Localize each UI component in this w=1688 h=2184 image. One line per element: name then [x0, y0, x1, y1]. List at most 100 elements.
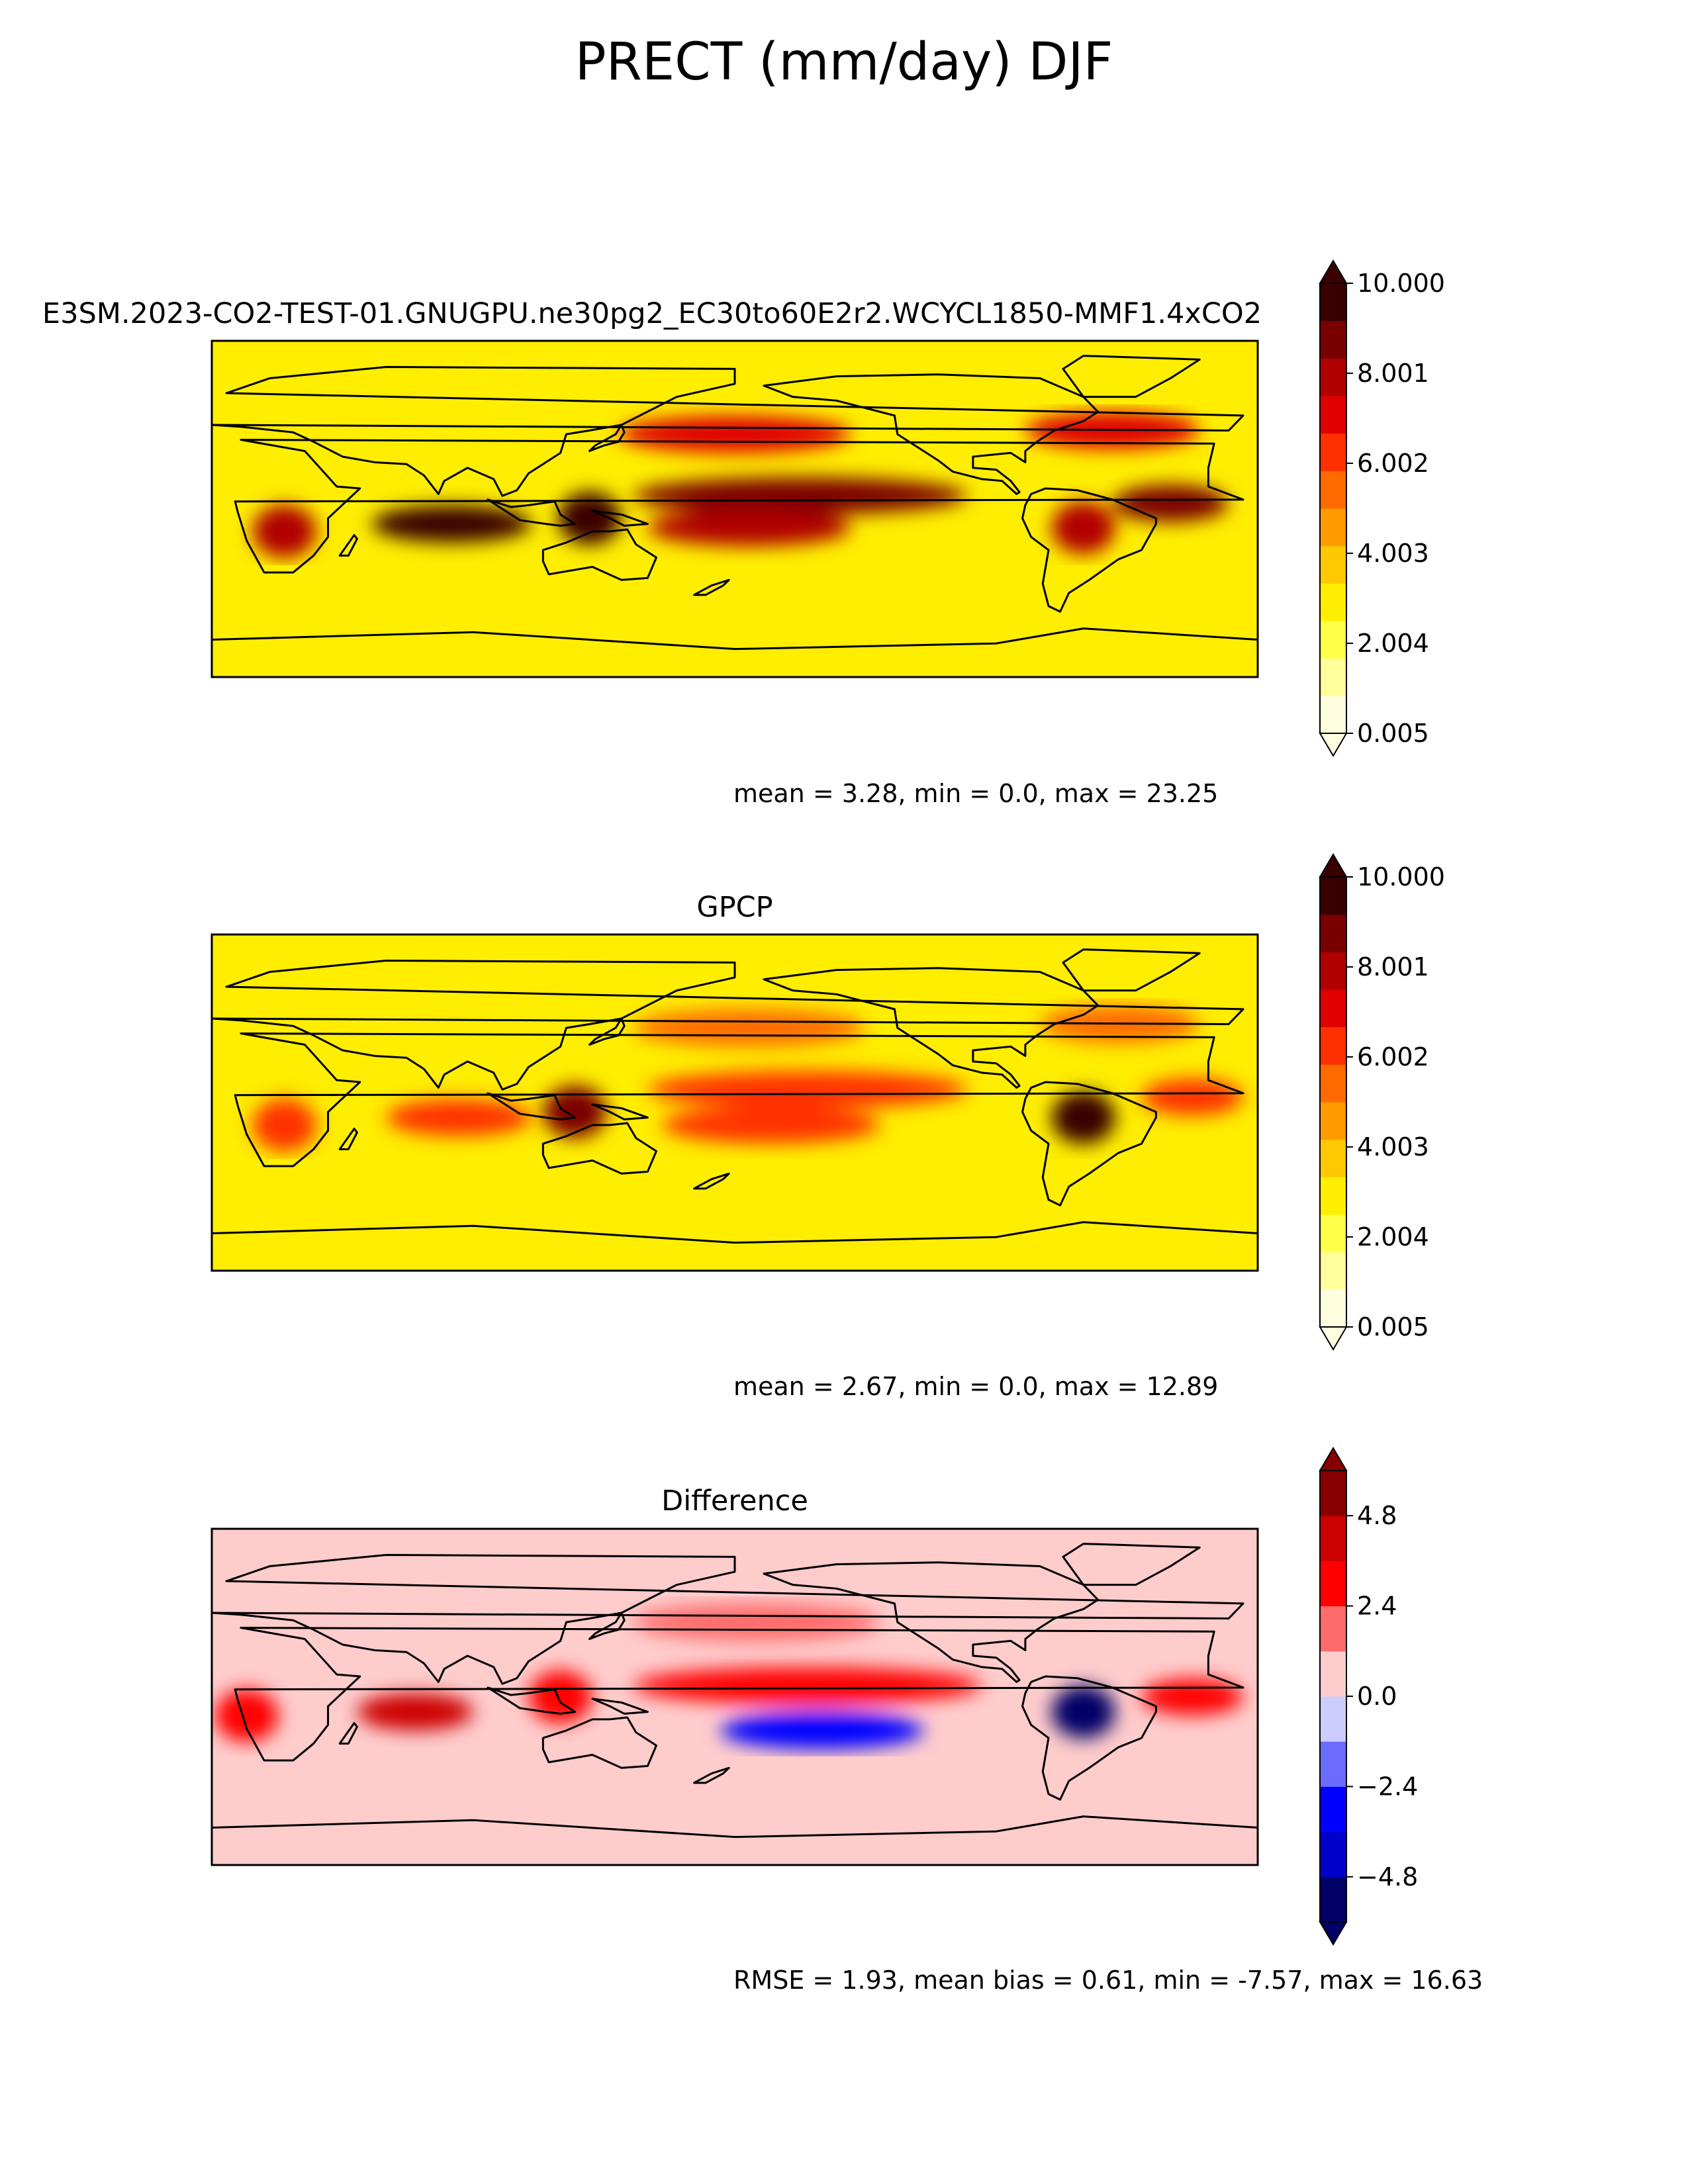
colorbar-segment [1320, 545, 1346, 584]
colorbar-segment [1320, 914, 1346, 952]
coastline-n-america [763, 373, 1100, 495]
field-feature [1051, 501, 1115, 555]
colorbar-tick-label: 0.0 [1357, 1682, 1397, 1711]
colorbar-extend-min [1319, 1326, 1348, 1351]
colorbar-segment [1320, 1214, 1346, 1253]
coastline-indonesia [487, 1092, 577, 1120]
panel-obs-stats: mean = 2.67, min = 0.0, max = 12.89 [733, 1372, 1218, 1401]
colorbar-segment [1320, 1102, 1346, 1140]
field-feature [1051, 1091, 1115, 1144]
panel-obs-map-frame [211, 933, 1259, 1272]
field-feature [633, 1667, 982, 1705]
coastline-eurasia [212, 1554, 1244, 1685]
coastline-japan [588, 1612, 626, 1641]
colorbar-tick-label: 8.001 [1357, 952, 1429, 981]
field-feature [528, 1670, 592, 1723]
field-feature [662, 1106, 880, 1144]
panel-diff: Difference −4.8 −2.4 0.0 2.4 4.8 RMSE = 1.93… [211, 1447, 1483, 1995]
field-feature [252, 504, 316, 558]
coastline-s-america [1021, 1081, 1157, 1206]
field-feature [633, 477, 968, 515]
coastline-s-america [1021, 487, 1157, 613]
field-feature [1141, 1078, 1244, 1116]
colorbar-segment [1320, 320, 1346, 359]
panel-model-coastlines [212, 355, 1258, 677]
coastline-greenland [1062, 355, 1201, 398]
field-feature [633, 1604, 880, 1641]
field-feature [1051, 1685, 1115, 1739]
coastline-japan [588, 424, 626, 453]
coastline-greenland [1062, 1543, 1201, 1586]
coastline-n-america [763, 1561, 1100, 1683]
coastline-n-america [763, 967, 1100, 1089]
colorbar-segment [1320, 1696, 1346, 1742]
field-feature [386, 1099, 532, 1136]
colorbar-tick-label: 2.4 [1357, 1592, 1397, 1621]
colorbar-frame [1319, 876, 1347, 1328]
coastline-madagascar [338, 1128, 358, 1151]
colorbar-extend-min [1319, 733, 1348, 757]
panel-model-colorbar: 0.005 2.004 4.003 6.002 8.001 10.000 [1319, 259, 1445, 757]
figure-title: PRECT (mm/day) DJF [575, 32, 1113, 92]
coastline-madagascar [338, 534, 358, 557]
coastline-australia [541, 1716, 657, 1769]
coastline-africa [234, 1627, 1244, 1762]
panel-obs-coastlines [212, 948, 1258, 1271]
coastline-africa [234, 439, 1244, 574]
panel-model-map-frame [211, 340, 1259, 678]
colorbar-tick-label: −2.4 [1357, 1772, 1418, 1801]
colorbar-extend-max [1319, 259, 1348, 284]
colorbar-segment [1320, 1471, 1346, 1516]
coastline-antarctica [212, 1815, 1258, 1865]
colorbar-tick-label: 2.004 [1357, 629, 1429, 658]
panel-diff-title: Difference [661, 1484, 808, 1518]
field-feature [720, 1711, 924, 1749]
field-feature [1112, 484, 1229, 522]
panel-diff-colorbar: −4.8 −2.4 0.0 2.4 4.8 [1319, 1447, 1418, 1946]
colorbar-segment [1320, 1876, 1346, 1923]
coastline-australia [541, 1122, 657, 1175]
coastline-new-zealand [693, 1766, 730, 1784]
panel-diff-coastlines [212, 1543, 1258, 1865]
panel-model-title: E3SM.2023-CO2-TEST-01.GNUGPU.ne30pg2_EC3… [42, 297, 1262, 330]
coastline-s-america [1021, 1675, 1157, 1801]
coastline-greenland [1062, 948, 1201, 992]
colorbar-tick-label: 4.003 [1357, 539, 1429, 568]
colorbar-extend-max [1319, 1447, 1348, 1471]
field-feature [647, 509, 851, 547]
colorbar-tick-label: 6.002 [1357, 1042, 1429, 1071]
colorbar-tick-label: 4.003 [1357, 1132, 1429, 1161]
panel-diff-stats: RMSE = 1.93, mean bias = 0.61, min = -7.… [733, 1966, 1483, 1995]
colorbar-tick-label: 0.005 [1357, 719, 1429, 748]
coastline-antarctica [212, 1221, 1258, 1271]
field-feature [371, 505, 532, 543]
panel-obs-title: GPCP [696, 891, 773, 924]
colorbar-segment [1320, 1831, 1346, 1878]
coastline-australia [541, 528, 657, 581]
colorbar-tick-label: 8.001 [1357, 359, 1429, 388]
panel-obs-field [212, 934, 1258, 1271]
colorbar-tick-label: 10.000 [1357, 862, 1445, 891]
field-feature [357, 1693, 473, 1731]
panel-diff-map-frame [211, 1527, 1259, 1866]
colorbar-tick-label: 4.8 [1357, 1501, 1397, 1530]
colorbar-segment [1320, 508, 1346, 547]
coastline-antarctica [212, 627, 1258, 677]
colorbar-segment [1320, 1251, 1346, 1290]
colorbar-frame [1319, 283, 1347, 734]
colorbar-tick-label: 2.004 [1357, 1222, 1429, 1251]
colorbar-tick-label: 0.005 [1357, 1312, 1429, 1342]
field-feature [647, 1071, 968, 1109]
coastline-eurasia [212, 960, 1244, 1091]
colorbar-segment [1320, 1289, 1346, 1328]
colorbar-segment [1320, 433, 1346, 471]
colorbar-segment [1320, 471, 1346, 509]
panel-model: E3SM.2023-CO2-TEST-01.GNUGPU.ne30pg2_EC3… [42, 259, 1445, 808]
field-feature [252, 1098, 316, 1152]
colorbar-segment [1320, 952, 1346, 990]
colorbar-segment [1320, 1561, 1346, 1607]
colorbar-segment [1320, 696, 1346, 734]
colorbar-segment [1320, 1139, 1346, 1177]
panel-diff-field [212, 1529, 1258, 1865]
coastline-eurasia [212, 366, 1244, 497]
